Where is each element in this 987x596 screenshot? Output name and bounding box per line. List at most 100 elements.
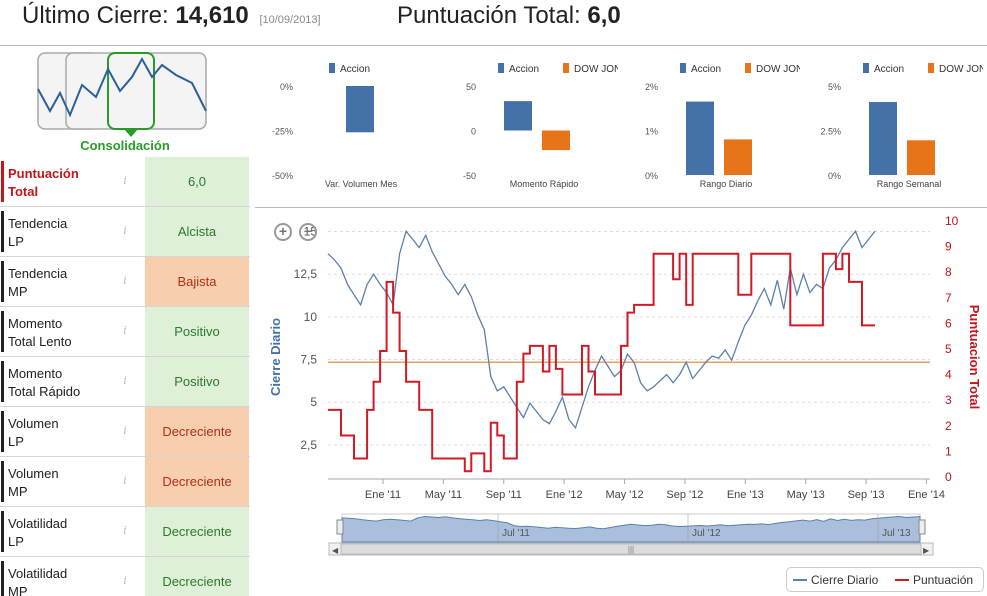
info-icon[interactable]: i (123, 174, 127, 187)
right-tick-label: 1 (945, 444, 952, 458)
left-tick-label: 7,5 (300, 353, 317, 367)
legend-label: Accion (340, 64, 370, 75)
navigator-right-handle (918, 519, 926, 535)
right-axis-title: Puntuacion Total (967, 305, 982, 409)
row-label: Momento Total Rápido (8, 366, 81, 399)
y-tick-label: 0% (645, 171, 658, 181)
chart-legend: Cierre Diario Puntuación (786, 567, 984, 592)
y-tick-label: 0% (280, 82, 293, 92)
row-marker (1, 161, 4, 202)
mini-chart-daily-range-svg: Accion DOW JONES 2% 1% 0% Rango Diario (645, 63, 800, 189)
mini-chart-weekly-range: Accion DOW JONES 5% 2.5% 0% Rango Semanal (803, 47, 983, 207)
info-icon[interactable]: i (123, 324, 127, 337)
row-value: 6,0 (145, 157, 249, 206)
last-close-label: Último Cierre: (22, 2, 169, 29)
mini-chart-momentum-svg: Accion DOW JONES 50 0 -50 Momento Rápido (463, 63, 618, 189)
info-icon[interactable]: i (123, 424, 127, 437)
row-value: Alcista (145, 207, 249, 256)
x-tick-label: May '11 (425, 489, 462, 501)
scroll-left-icon: ◀ (332, 546, 339, 555)
x-tick-label: Ene '13 (727, 489, 764, 501)
pattern-thumbnail[interactable]: Consolidación (0, 47, 250, 157)
indicator-row[interactable]: Momento Total Lento i Positivo (0, 307, 250, 357)
navigator-label: Jul '12 (692, 528, 721, 539)
left-tick-label: 2,5 (300, 438, 317, 452)
row-label: Volatilidad MP (8, 566, 68, 596)
x-axis-label: Rango Semanal (877, 179, 942, 189)
row-label: Volumen MP (8, 466, 59, 499)
legend-swatch (680, 63, 686, 73)
pattern-icon (37, 52, 207, 137)
zoom-out-icon[interactable]: − (299, 223, 317, 241)
price-score-chart: + − 15 12,5 10 7,5 5 2,5 10 9 8 7 6 5 4 3 2 1 0 Ene '11 Ma… (255, 209, 987, 596)
divider (255, 207, 987, 208)
right-tick-label: 10 (945, 214, 959, 228)
indicator-row[interactable]: Volumen MP i Decreciente (0, 457, 250, 507)
mini-chart-weekly-range-svg: Accion DOW JONES 5% 2.5% 0% Rango Semanal (820, 63, 983, 189)
indicator-row[interactable]: Volatilidad MP i Decreciente (0, 557, 250, 596)
row-label: Volumen LP (8, 416, 59, 449)
legend-swatch (928, 63, 934, 73)
score-series (328, 252, 875, 473)
indicator-row[interactable]: Volumen LP i Decreciente (0, 407, 250, 457)
scrollbar-thumb (340, 543, 922, 555)
legend-label: Accion (691, 64, 721, 75)
legend-label: Accion (509, 64, 539, 75)
legend-close[interactable]: Cierre Diario (811, 573, 879, 587)
row-marker (1, 361, 4, 402)
right-tick-label: 9 (945, 240, 952, 254)
mini-chart-daily-range: Accion DOW JONES 2% 1% 0% Rango Diario (620, 47, 800, 207)
navigator-label: Jul '13 (882, 528, 911, 539)
x-axis-label: Momento Rápido (510, 179, 579, 189)
x-tick-label: Ene '14 (908, 489, 945, 501)
close-series (327, 229, 876, 430)
right-tick-label: 7 (945, 291, 952, 305)
indicator-row[interactable]: Momento Total Rápido i Positivo (0, 357, 250, 407)
row-value: Decreciente (145, 557, 249, 596)
indicator-row[interactable]: Puntuación Total i 6,0 (0, 157, 250, 207)
right-tick-label: 4 (945, 368, 952, 382)
left-axis-title: Cierre Diario (268, 318, 283, 396)
info-icon[interactable]: i (123, 574, 127, 587)
bar (346, 86, 374, 133)
right-tick-label: 0 (945, 470, 952, 484)
legend-swatch (329, 63, 335, 73)
indicator-row[interactable]: Tendencia LP i Alcista (0, 207, 250, 257)
x-tick-label: Ene '11 (365, 489, 401, 501)
y-tick-label: -50 (463, 171, 476, 181)
indicator-row[interactable]: Volatilidad LP i Decreciente (0, 507, 250, 557)
x-tick-label: May '12 (605, 489, 643, 501)
bar (542, 130, 570, 151)
right-tick-label: 2 (945, 419, 952, 433)
header: Último Cierre: 14,610 [10/09/2013] Puntu… (0, 0, 987, 46)
info-icon[interactable]: i (123, 524, 127, 537)
row-value: Decreciente (145, 407, 249, 456)
navigator-area (341, 515, 921, 543)
bar (907, 140, 935, 175)
zoom-in-icon[interactable]: + (274, 223, 292, 241)
y-tick-label: 2.5% (820, 127, 841, 137)
indicator-row[interactable]: Tendencia MP i Bajista (0, 257, 250, 307)
mini-chart-volume-svg: Accion 0% -25% -50% Var. Volumen Mes (272, 63, 398, 189)
info-icon[interactable]: i (123, 274, 127, 287)
x-axis-label: Rango Diario (700, 179, 753, 189)
legend-swatch (863, 63, 869, 73)
x-tick-label: Sep '12 (666, 489, 703, 501)
info-icon[interactable]: i (123, 474, 127, 487)
legend-swatch (745, 63, 751, 73)
left-tick-label: 10 (304, 310, 318, 324)
y-tick-label: 1% (645, 127, 658, 137)
right-tick-label: 8 (945, 265, 952, 279)
y-tick-label: -50% (272, 171, 293, 181)
info-icon[interactable]: i (123, 224, 127, 237)
bar (504, 101, 532, 131)
right-tick-label: 5 (945, 342, 952, 356)
bar (686, 101, 714, 175)
legend-score[interactable]: Puntuación (913, 573, 974, 587)
scroll-right-icon: ▶ (923, 546, 930, 555)
info-icon[interactable]: i (123, 374, 127, 387)
navigator-label: Jul '11 (502, 528, 530, 539)
left-tick-label: 5 (310, 395, 317, 409)
row-label: Tendencia LP (8, 216, 68, 249)
mini-chart-momentum: Accion DOW JONES 50 0 -50 Momento Rápido (438, 47, 618, 207)
